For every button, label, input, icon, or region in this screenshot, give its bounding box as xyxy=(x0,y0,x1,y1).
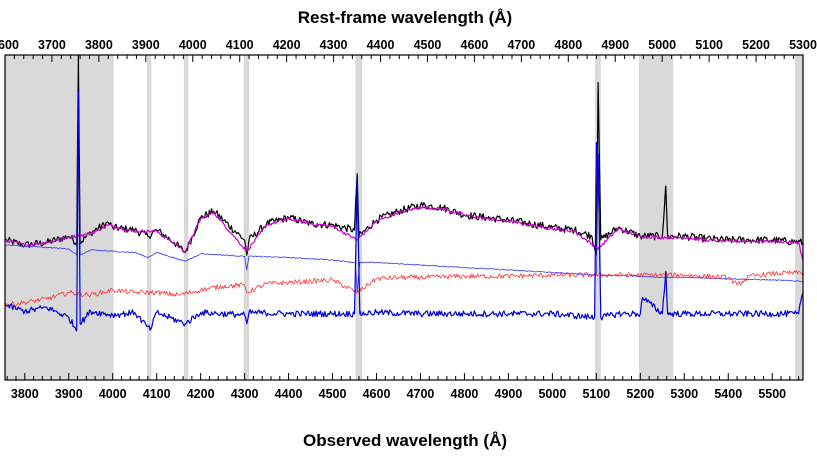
bottom-axis-tick-label: 4900 xyxy=(495,387,523,401)
top-axis-tick-label: 3700 xyxy=(38,38,66,52)
bottom-axis-tick-label: 4700 xyxy=(407,387,435,401)
top-axis-tick-label: 4800 xyxy=(554,38,582,52)
bottom-axis-tick-label: 5400 xyxy=(714,387,742,401)
series-line-4 xyxy=(4,91,804,332)
bottom-axis-tick-label: 3800 xyxy=(11,387,39,401)
bottom-axis-tick-label: 4000 xyxy=(99,387,127,401)
bottom-axis-tick-label: 4600 xyxy=(363,387,391,401)
series-line-1 xyxy=(4,206,804,262)
top-axis-ticks: 3600 3700 3800 3900 4000 4100 4200 4300 4400 4500… xyxy=(0,38,817,62)
top-axis-tick-label: 4300 xyxy=(320,38,348,52)
top-axis-tick-label: 3800 xyxy=(85,38,113,52)
spectra-series xyxy=(4,54,804,332)
top-axis-tick-label: 4700 xyxy=(507,38,535,52)
bottom-axis-tick-label: 5500 xyxy=(758,387,786,401)
bottom-axis-tick-label: 4200 xyxy=(187,387,215,401)
top-axis-tick-label: 5000 xyxy=(648,38,676,52)
masked-region-0 xyxy=(5,55,114,380)
bottom-axis-tick-label: 4800 xyxy=(451,387,479,401)
masked-region-5 xyxy=(595,55,601,380)
bottom-axis-tick-label: 4100 xyxy=(143,387,171,401)
top-axis-tick-label: 5300 xyxy=(789,38,817,52)
series-line-0 xyxy=(4,54,804,256)
masked-region-1 xyxy=(147,55,152,380)
masked-region-3 xyxy=(243,55,250,380)
bottom-axis-ticks: 3800 3900 4000 4100 4200 4300 4400 4500 4600 4700… xyxy=(6,373,800,401)
top-axis-title: Rest-frame wavelength (Å) xyxy=(298,8,512,27)
top-axis-tick-label: 5100 xyxy=(695,38,723,52)
top-axis-tick-label: 3900 xyxy=(132,38,160,52)
masked-region-7 xyxy=(795,55,803,380)
top-axis-tick-label: 4900 xyxy=(601,38,629,52)
plot-frame xyxy=(4,54,804,381)
top-axis-tick-label: 4400 xyxy=(367,38,395,52)
series-line-2 xyxy=(4,92,803,293)
bottom-axis-tick-label: 4400 xyxy=(275,387,303,401)
masked-region-2 xyxy=(183,55,189,380)
top-axis-tick-label: 4500 xyxy=(414,38,442,52)
masked-region-6 xyxy=(639,55,674,380)
bottom-axis-tick-label: 5000 xyxy=(538,387,566,401)
top-axis-tick-label: 5200 xyxy=(742,38,770,52)
top-axis-tick-label: 4200 xyxy=(273,38,301,52)
top-axis-tick-label: 3600 xyxy=(0,38,19,52)
top-axis-tick-label: 4100 xyxy=(226,38,254,52)
bottom-axis-tick-label: 4500 xyxy=(319,387,347,401)
top-axis-tick-label: 4000 xyxy=(179,38,207,52)
series-line-3 xyxy=(4,269,804,308)
bottom-axis-tick-label: 4300 xyxy=(231,387,259,401)
bottom-axis-title: Observed wavelength (Å) xyxy=(303,431,507,450)
bottom-axis-tick-label: 5200 xyxy=(626,387,654,401)
masked-regions xyxy=(5,55,803,380)
bottom-axis-tick-label: 5300 xyxy=(670,387,698,401)
top-axis-tick-label: 4600 xyxy=(461,38,489,52)
bottom-axis-tick-label: 5100 xyxy=(582,387,610,401)
bottom-axis-tick-label: 3900 xyxy=(55,387,83,401)
